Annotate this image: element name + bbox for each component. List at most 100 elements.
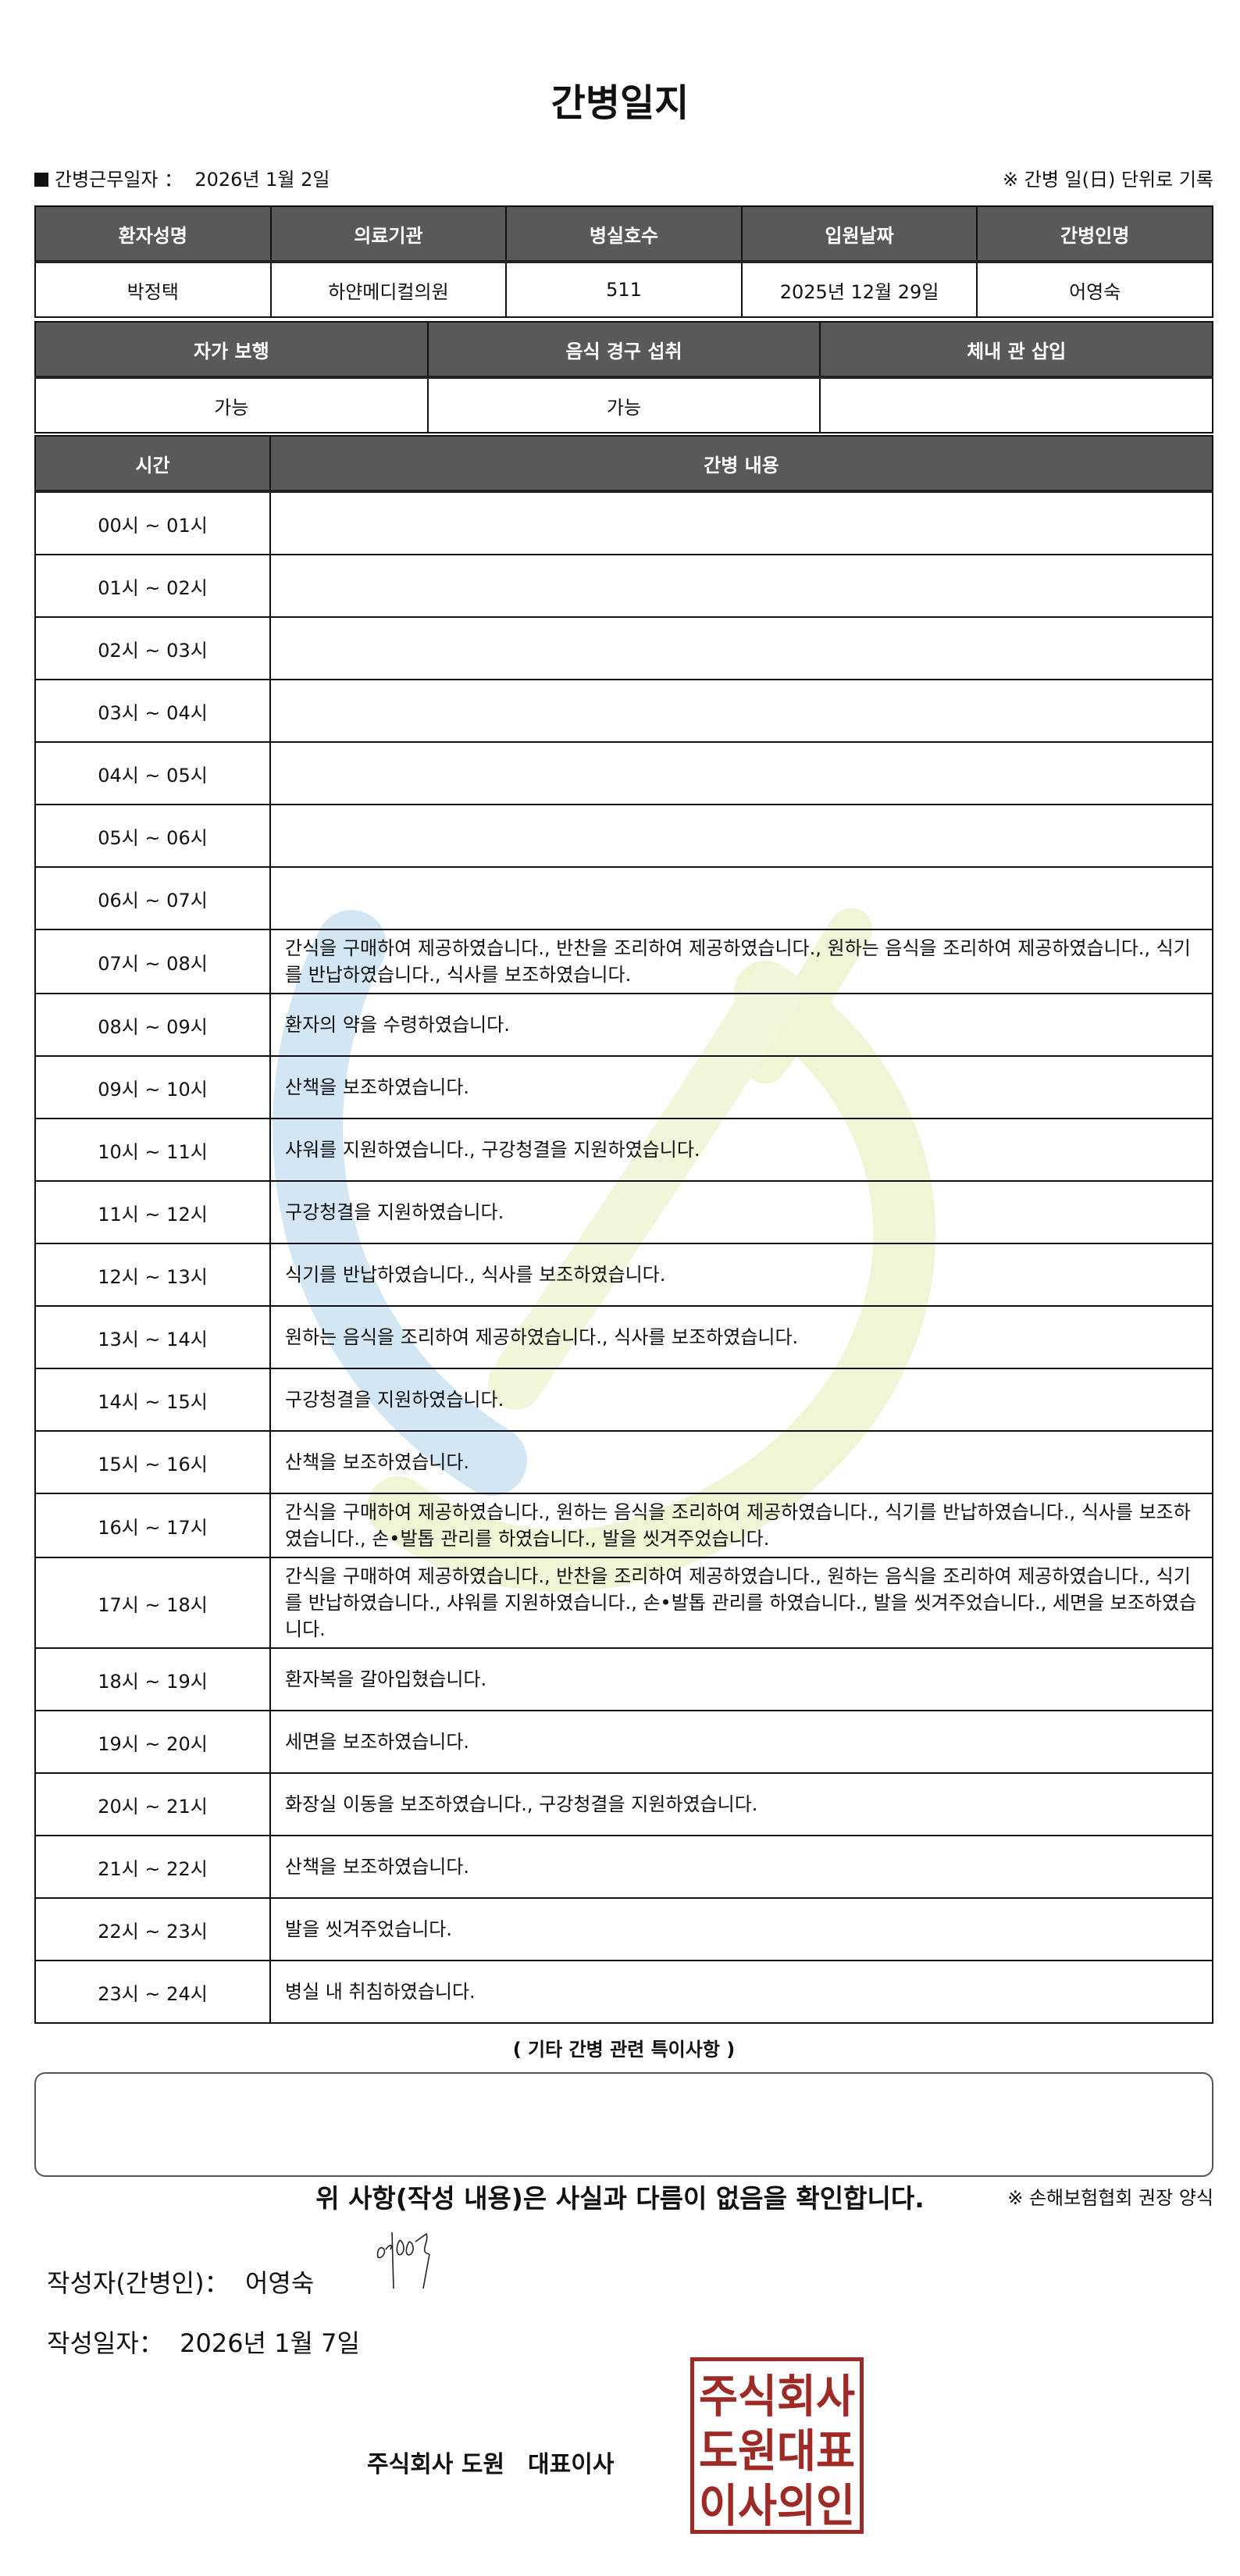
- care-log-row: 17시 ~ 18시 간식을 구매하여 제공하였습니다., 반찬을 조리하여 제공하…: [34, 1557, 1213, 1649]
- header-care-content: 간병 내용: [269, 435, 1213, 493]
- tube-value: [819, 376, 1213, 433]
- care-content: 발을 씻겨주었습니다.: [269, 1897, 1213, 1961]
- care-log-row: 13시 ~ 14시 원하는 음식을 조리하여 제공하였습니다., 식사를 보조하였…: [34, 1305, 1213, 1369]
- care-content: 구강청결을 지원하였습니다.: [269, 1180, 1213, 1244]
- care-content: 환자의 약을 수령하였습니다.: [269, 993, 1213, 1057]
- header-oral-intake: 음식 경구 섭취: [426, 321, 821, 379]
- svg-text:주식회사: 주식회사: [699, 2370, 855, 2423]
- care-content: [269, 616, 1213, 680]
- care-content: 구강청결을 지원하였습니다.: [269, 1368, 1213, 1432]
- header-tube: 체내 관 삽입: [819, 321, 1213, 379]
- care-log-row: 08시 ~ 09시 환자의 약을 수령하였습니다.: [34, 993, 1213, 1057]
- header-caregiver: 간병인명: [976, 205, 1213, 263]
- room-number: 511: [505, 261, 743, 318]
- care-log-row: 03시 ~ 04시: [34, 679, 1213, 743]
- care-log-row: 05시 ~ 06시: [34, 804, 1213, 868]
- care-log-row: 11시 ~ 12시 구강청결을 지원하였습니다.: [34, 1180, 1213, 1244]
- header-room: 병실호수: [505, 205, 743, 263]
- time-slot: 08시 ~ 09시: [34, 993, 271, 1057]
- signature-image: [376, 2232, 430, 2289]
- care-log-section: 시간 간병 내용 00시 ~ 01시 01시 ~ 02시 02시 ~ 03시 03시 …: [34, 435, 1213, 2210]
- admission-date: 2025년 12월 29일: [740, 261, 978, 318]
- oral-intake-value: 가능: [426, 376, 821, 433]
- care-log-row: 06시 ~ 07시: [34, 866, 1213, 930]
- work-date-value: 2026년 1월 2일: [194, 169, 330, 191]
- header-walking: 자가 보행: [34, 321, 429, 379]
- header-admission-date: 입원날짜: [740, 205, 978, 263]
- time-slot: 20시 ~ 21시: [34, 1772, 271, 1836]
- svg-text:도원대표: 도원대표: [699, 2424, 855, 2478]
- care-content: [269, 679, 1213, 743]
- notes-title: ( 기타 간병 관련 특이사항 ): [512, 2039, 736, 2060]
- written-date-line: 작성일자： 2026년 1월 7일: [47, 2324, 360, 2360]
- time-slot: 23시 ~ 24시: [34, 1960, 271, 2024]
- care-content: 병실 내 취침하였습니다.: [269, 1960, 1213, 2024]
- header-time: 시간: [34, 435, 271, 493]
- written-date-value: 2026년 1월 7일: [180, 2328, 360, 2358]
- care-log-row: 15시 ~ 16시 산책을 보조하였습니다.: [34, 1430, 1213, 1494]
- time-slot: 01시 ~ 02시: [34, 554, 271, 618]
- work-date-line: 간병근무일자 ： 2026년 1월 2일: [34, 164, 330, 191]
- written-date-label: 작성일자：: [47, 2328, 164, 2358]
- time-slot: 16시 ~ 17시: [34, 1493, 271, 1558]
- work-date-label: 간병근무일자 ：: [55, 169, 184, 191]
- care-content: 환자복을 갈아입혔습니다.: [269, 1647, 1213, 1711]
- care-content: [269, 491, 1213, 555]
- caregiver-name: 어영숙: [976, 261, 1213, 318]
- care-content: 산책을 보조하였습니다.: [269, 1835, 1213, 1899]
- page-title: 간병일지: [551, 81, 689, 125]
- care-content: 식기를 반납하였습니다., 식사를 보조하였습니다.: [269, 1243, 1213, 1307]
- writer-name: 어영숙: [244, 2268, 315, 2298]
- care-content: [269, 554, 1213, 618]
- time-slot: 13시 ~ 14시: [34, 1305, 271, 1369]
- care-content: [269, 866, 1213, 930]
- care-content: 산책을 보조하였습니다.: [269, 1430, 1213, 1494]
- care-content: [269, 741, 1213, 805]
- care-log-row: 16시 ~ 17시 간식을 구매하여 제공하였습니다., 원하는 음식을 조리하여…: [34, 1493, 1213, 1558]
- care-content: 샤워를 지원하였습니다., 구강청결을 지원하였습니다.: [269, 1118, 1213, 1182]
- time-slot: 19시 ~ 20시: [34, 1710, 271, 1774]
- time-slot: 04시 ~ 05시: [34, 741, 271, 805]
- patient-info-table: 환자성명 의료기관 병실호수 입원날짜 간병인명 박정택 하얀메디컬의원 511…: [34, 205, 1213, 318]
- care-log-body: 00시 ~ 01시 01시 ~ 02시 02시 ~ 03시 03시 ~ 04시 04시 …: [34, 491, 1213, 2024]
- care-log-row: 12시 ~ 13시 식기를 반납하였습니다., 식사를 보조하였습니다.: [34, 1243, 1213, 1307]
- care-log-row: 21시 ~ 22시 산책을 보조하였습니다.: [34, 1835, 1213, 1899]
- time-slot: 06시 ~ 07시: [34, 866, 271, 930]
- time-slot: 15시 ~ 16시: [34, 1430, 271, 1494]
- time-slot: 17시 ~ 18시: [34, 1557, 271, 1649]
- time-slot: 12시 ~ 13시: [34, 1243, 271, 1307]
- time-slot: 21시 ~ 22시: [34, 1835, 271, 1899]
- header-institution: 의료기관: [269, 205, 508, 263]
- time-slot: 22시 ~ 23시: [34, 1897, 271, 1961]
- care-log-row: 04시 ~ 05시: [34, 741, 1213, 805]
- time-slot: 07시 ~ 08시: [34, 929, 271, 994]
- walking-value: 가능: [34, 376, 429, 433]
- care-log-row: 19시 ~ 20시 세면을 보조하였습니다.: [34, 1710, 1213, 1774]
- record-note: ※ 간병 일(日) 단위로 기록: [1003, 169, 1213, 191]
- time-slot: 05시 ~ 06시: [34, 804, 271, 868]
- time-slot: 18시 ~ 19시: [34, 1647, 271, 1711]
- care-log-row: 10시 ~ 11시 샤워를 지원하였습니다., 구강청결을 지원하였습니다.: [34, 1118, 1213, 1182]
- time-slot: 00시 ~ 01시: [34, 491, 271, 555]
- time-slot: 03시 ~ 04시: [34, 679, 271, 743]
- time-slot: 14시 ~ 15시: [34, 1368, 271, 1432]
- care-log-row: 01시 ~ 02시: [34, 554, 1213, 618]
- institution: 하얀메디컬의원: [269, 261, 508, 318]
- confirmation-statement: 위 사항(작성 내용)은 사실과 다름이 없음을 확인합니다.: [315, 2183, 925, 2214]
- care-log-row: 22시 ~ 23시 발을 씻겨주었습니다.: [34, 1897, 1213, 1961]
- time-slot: 10시 ~ 11시: [34, 1118, 271, 1182]
- care-log-row: 07시 ~ 08시 간식을 구매하여 제공하였습니다., 반찬을 조리하여 제공하…: [34, 929, 1213, 994]
- writer-line: 작성자(간병인)： 어영숙: [47, 2264, 314, 2299]
- care-content: 간식을 구매하여 제공하였습니다., 반찬을 조리하여 제공하였습니다., 원하…: [269, 929, 1213, 994]
- care-content: 세면을 보조하였습니다.: [269, 1710, 1213, 1774]
- care-log-row: 20시 ~ 21시 화장실 이동을 보조하였습니다., 구강청결을 지원하였습니다…: [34, 1772, 1213, 1836]
- time-slot: 02시 ~ 03시: [34, 616, 271, 680]
- patient-status-table: 자가 보행 음식 경구 섭취 체내 관 삽입 가능 가능: [34, 321, 1213, 433]
- time-slot: 11시 ~ 12시: [34, 1180, 271, 1244]
- svg-text:이사의인: 이사의인: [699, 2479, 855, 2532]
- care-log-row: 02시 ~ 03시: [34, 616, 1213, 680]
- care-content: 원하는 음식을 조리하여 제공하였습니다., 식사를 보조하였습니다.: [269, 1305, 1213, 1369]
- patient-name: 박정택: [34, 261, 272, 318]
- care-content: 간식을 구매하여 제공하였습니다., 반찬을 조리하여 제공하였습니다., 원하…: [269, 1557, 1213, 1649]
- care-log-row: 14시 ~ 15시 구강청결을 지원하였습니다.: [34, 1368, 1213, 1432]
